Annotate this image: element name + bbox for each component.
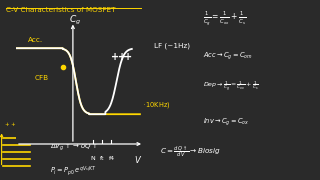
Text: $P_i = P_{p0}\, e^{qV_s/KT}$: $P_i = P_{p0}\, e^{qV_s/KT}$	[50, 164, 96, 178]
Text: $\Delta V_g \uparrow \rightarrow \delta Q \uparrow$: $\Delta V_g \uparrow \rightarrow \delta …	[50, 140, 97, 153]
Text: $Dep \rightarrow \frac{1}{C_g} = \frac{1}{C_{ox}} + \frac{1}{C_s}$: $Dep \rightarrow \frac{1}{C_g} = \frac{1…	[203, 80, 259, 94]
Text: $X_{HF}$(~10KHz): $X_{HF}$(~10KHz)	[126, 100, 171, 110]
Text: LF (~1Hz): LF (~1Hz)	[154, 43, 189, 49]
Text: $\frac{1}{C_g} = \frac{1}{C_{ox}} + \frac{1}{C_s}$: $\frac{1}{C_g} = \frac{1}{C_{ox}} + \fra…	[203, 10, 246, 28]
Text: $Acc \rightarrow C_g = C_{om}$: $Acc \rightarrow C_g = C_{om}$	[203, 50, 253, 62]
Text: $Inv \rightarrow C_g = C_{ox}$: $Inv \rightarrow C_g = C_{ox}$	[203, 116, 250, 128]
Text: C-V Characteristics of MOSFET: C-V Characteristics of MOSFET	[6, 7, 116, 13]
Text: $C = \frac{dQ \uparrow}{dV} \rightarrow Biosig$: $C = \frac{dQ \uparrow}{dV} \rightarrow …	[160, 144, 221, 159]
Text: + + + +: + + + +	[5, 122, 28, 127]
